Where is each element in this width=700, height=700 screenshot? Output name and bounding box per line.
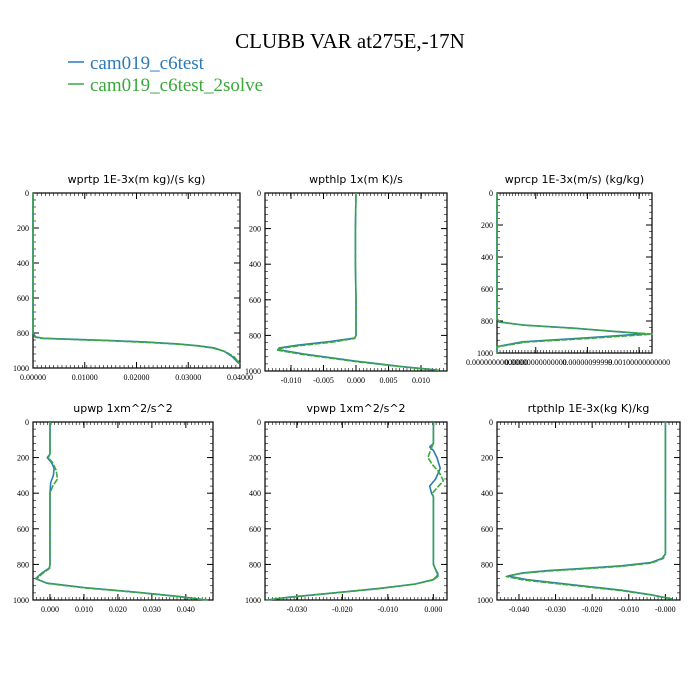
- y-tick-label: 400: [17, 259, 29, 268]
- y-tick-label: 1000: [477, 349, 493, 358]
- x-tick-label: 0.000: [424, 605, 442, 614]
- x-tick-label: 0.000: [347, 376, 365, 385]
- x-tick-label: -0.030: [287, 605, 308, 614]
- y-tick-label: 200: [481, 221, 493, 230]
- series-line-1: [507, 422, 673, 600]
- x-tick-label: 0.03000: [175, 373, 201, 382]
- y-tick-label: 600: [249, 525, 261, 534]
- panel-title: upwp 1xm^2/s^2: [73, 402, 173, 415]
- figure-legend: cam019_c6test cam019_c6test_2solve: [68, 53, 263, 96]
- y-tick-label: 800: [249, 331, 261, 340]
- x-tick-label: -0.010: [281, 376, 302, 385]
- y-tick-label: 600: [481, 285, 493, 294]
- x-tick-label: -0.010: [618, 605, 639, 614]
- x-tick-label: 0.00000000000000: [505, 358, 567, 367]
- x-tick-label: -0.040: [509, 605, 530, 614]
- plot-frame: [264, 421, 448, 601]
- panel-title: vpwp 1xm^2/s^2: [306, 402, 405, 415]
- y-tick-label: 0: [257, 189, 261, 198]
- x-tick-label: 0.010: [75, 605, 93, 614]
- x-tick-label: 0.020: [109, 605, 127, 614]
- chart-panel-3: wprcp 1E-3x(m/s) (kg/kg) 0 200 400 600 800 100…: [466, 173, 670, 367]
- x-tick-label: 0.00000000000000: [466, 358, 528, 367]
- y-tick-label: 800: [17, 329, 29, 338]
- panel-title: wprtp 1E-3x(m kg)/(s kg): [68, 173, 206, 186]
- y-tick-label: 600: [249, 296, 261, 305]
- series-line-1: [277, 192, 438, 371]
- series-line-1: [32, 193, 240, 365]
- plot-frame: [32, 421, 214, 601]
- y-tick-label: 200: [17, 454, 29, 463]
- y-tick-label: 800: [481, 560, 493, 569]
- y-tick-label: 0: [489, 418, 493, 427]
- y-tick-label: 800: [249, 560, 261, 569]
- legend-label-2: cam019_c6test_2solve: [90, 75, 263, 96]
- x-tick-label: 0.040: [177, 605, 195, 614]
- series-line-1: [496, 193, 647, 353]
- x-tick-label: -0.010: [378, 605, 399, 614]
- panel-title: rtpthlp 1E-3x(kg K)/kg: [528, 402, 650, 415]
- x-tick-label: 0.00000099999: [562, 358, 612, 367]
- y-tick-label: 200: [249, 454, 261, 463]
- y-tick-label: 1000: [245, 367, 261, 376]
- x-tick-label: 0.005: [380, 376, 398, 385]
- x-tick-label: -0.005: [313, 376, 334, 385]
- chart-panel-4: upwp 1xm^2/s^2 0 200 400 600 800 1000 0.000 0.01…: [13, 402, 214, 614]
- y-tick-label: 800: [17, 560, 29, 569]
- chart-panel-5: vpwp 1xm^2/s^2 0 200 400 600 800 1000 -0.030 -0.…: [245, 402, 448, 614]
- panel-title: wpthlp 1x(m K)/s: [309, 173, 403, 186]
- series-line-1: [267, 422, 442, 601]
- figure-title: CLUBB VAR at275E,-17N: [235, 29, 465, 53]
- y-tick-label: 400: [249, 489, 261, 498]
- y-tick-label: 0: [25, 418, 29, 427]
- series-line-2: [32, 193, 241, 365]
- y-tick-label: 1000: [245, 596, 261, 605]
- y-tick-label: 600: [17, 525, 29, 534]
- y-tick-label: 400: [17, 489, 29, 498]
- series-line-2: [265, 422, 445, 601]
- x-tick-label: 0.00000: [20, 373, 46, 382]
- y-tick-label: 0: [257, 418, 261, 427]
- x-tick-label: -0.020: [332, 605, 353, 614]
- x-tick-label: 0.01000: [72, 373, 98, 382]
- series-line-1: [34, 422, 207, 601]
- panel-title: wprcp 1E-3x(m/s) (kg/kg): [505, 173, 644, 186]
- x-tick-label: -0.020: [582, 605, 603, 614]
- series-line-2: [496, 193, 653, 353]
- x-tick-label: -0.030: [545, 605, 566, 614]
- y-tick-label: 1000: [477, 596, 493, 605]
- y-tick-label: 1000: [13, 596, 29, 605]
- y-tick-label: 400: [481, 253, 493, 262]
- y-tick-label: 1000: [13, 364, 29, 373]
- legend-label-1: cam019_c6test: [90, 53, 205, 74]
- chart-panel-1: wprtp 1E-3x(m kg)/(s kg) 0 200 400 600 800 100…: [13, 173, 253, 382]
- y-tick-label: 400: [249, 260, 261, 269]
- x-tick-label: 0.04000: [227, 373, 253, 382]
- chart-panel-2: wpthlp 1x(m K)/s 0 200 400 600 800 1000 -0.010 -…: [245, 173, 448, 385]
- y-tick-label: 0: [489, 189, 493, 198]
- series-line-2: [35, 422, 208, 601]
- series-line-2: [275, 192, 440, 372]
- x-tick-label: 0.000: [41, 605, 59, 614]
- panels: wprtp 1E-3x(m kg)/(s kg) 0 200 400 600 800 100…: [13, 173, 681, 614]
- x-tick-label: 0.02000: [124, 373, 150, 382]
- y-tick-label: 200: [17, 224, 29, 233]
- y-tick-label: 600: [17, 294, 29, 303]
- x-tick-label: -0.000: [655, 605, 676, 614]
- y-tick-label: 800: [481, 317, 493, 326]
- y-tick-label: 200: [481, 454, 493, 463]
- y-tick-label: 200: [249, 225, 261, 234]
- chart-panel-6: rtpthlp 1E-3x(kg K)/kg 0 200 400 600 800 1000 -…: [477, 402, 681, 614]
- y-tick-label: 0: [25, 189, 29, 198]
- x-tick-label: 0.010: [412, 376, 430, 385]
- series-line-2: [505, 422, 675, 601]
- y-tick-label: 400: [481, 489, 493, 498]
- y-tick-label: 600: [481, 525, 493, 534]
- x-tick-label: 0.00100000000000: [608, 358, 670, 367]
- x-tick-label: 0.030: [143, 605, 161, 614]
